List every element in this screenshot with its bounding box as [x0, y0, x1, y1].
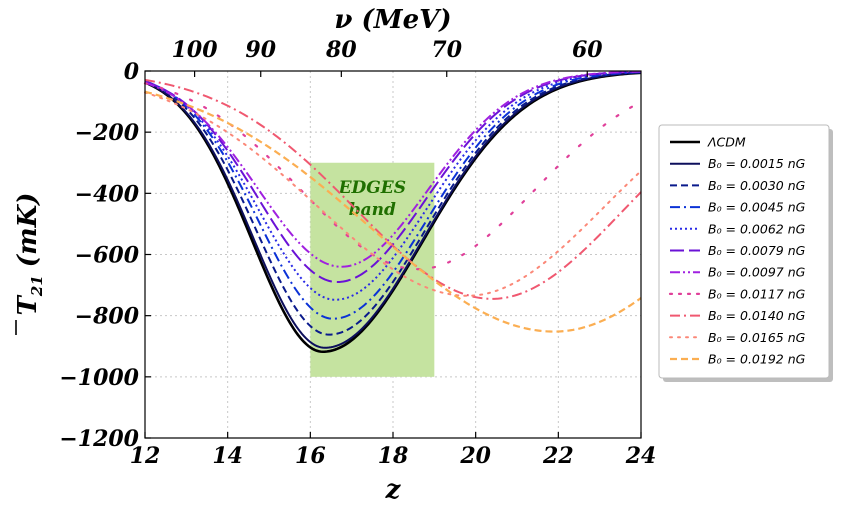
y-tick-label: −1000 — [59, 365, 139, 391]
series-line-2 — [144, 71, 642, 336]
x-tick-label: 14 — [212, 443, 243, 469]
legend-label: B₀ = 0.0015 nG — [708, 156, 806, 171]
series-line-5 — [144, 70, 642, 284]
edges-band-label: EDGES — [338, 178, 406, 198]
legend: ΛCDM B₀ = 0.0015 nG B₀ = 0.0030 nG B₀ = 0.0… — [658, 124, 833, 382]
y-tick-label: −800 — [75, 304, 140, 330]
top-tick-label: 70 — [431, 37, 462, 63]
y-tick-label: 0 — [124, 59, 140, 85]
legend-label: ΛCDM — [707, 135, 746, 150]
y-axis-title-main: T — [13, 294, 43, 315]
x-tick-label: 18 — [378, 443, 409, 469]
top-tick-label: 80 — [325, 37, 357, 63]
legend-label: B₀ = 0.0097 nG — [708, 265, 806, 280]
x-axis-title: z — [385, 475, 402, 505]
series-line-10 — [144, 90, 642, 333]
y-tick-label: −400 — [75, 181, 140, 207]
series-line-6 — [144, 70, 642, 268]
x-tick-label: 24 — [625, 443, 657, 469]
legend-box — [658, 124, 830, 379]
x-tick-label: 12 — [130, 443, 161, 469]
top-axis-title: ν (MeV) — [334, 5, 451, 35]
y-axis-title-unit: (mK) — [13, 193, 43, 268]
top-tick-label: 100 — [172, 37, 219, 63]
series-line-8 — [144, 78, 642, 300]
legend-label: B₀ = 0.0045 nG — [708, 200, 806, 215]
series-lines — [143, 70, 643, 354]
edges-band-label-2: band — [349, 200, 396, 220]
svg-text:T21(mK): T21 (mK) — [13, 193, 46, 316]
y-axis-title-sub: 21 — [28, 275, 46, 297]
ticks: 12 14 16 18 20 22 24 0 −200 −400 −600 −800 −1000 −120… — [59, 37, 656, 469]
legend-label: B₀ = 0.0062 nG — [708, 221, 806, 236]
legend-label: B₀ = 0.0165 nG — [708, 330, 806, 345]
legend-label: B₀ = 0.0192 nG — [708, 352, 806, 367]
edges-band-group: EDGES band — [310, 162, 435, 377]
legend-label: B₀ = 0.0117 nG — [708, 286, 806, 301]
series-line-3 — [144, 71, 642, 320]
x-tick-label: 20 — [459, 443, 491, 469]
top-tick-label: 60 — [572, 37, 603, 63]
y-axis-title: T21 (mK) — [13, 193, 46, 335]
legend-label: B₀ = 0.0140 nG — [708, 308, 806, 323]
series-line-4 — [144, 70, 642, 301]
top-tick-label: 90 — [245, 37, 276, 63]
series-line-1 — [144, 71, 642, 349]
y-tick-label: −200 — [75, 120, 140, 146]
legend-label: B₀ = 0.0030 nG — [708, 178, 806, 193]
edges-band — [310, 162, 435, 377]
series-line-9 — [144, 91, 642, 297]
y-tick-label: −600 — [75, 243, 140, 269]
y-tick-label: −1200 — [59, 426, 139, 452]
x-tick-label: 22 — [542, 443, 574, 469]
x-tick-label: 16 — [295, 443, 326, 469]
legend-label: B₀ = 0.0079 nG — [708, 243, 806, 258]
